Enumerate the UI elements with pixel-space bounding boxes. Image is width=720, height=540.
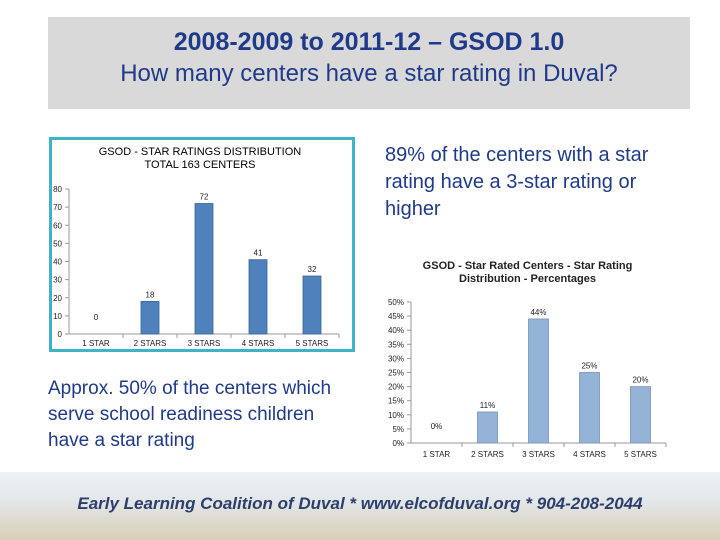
chart2-x-tick-label: 1 STAR (423, 450, 451, 459)
chart2-data-label: 25% (581, 362, 597, 371)
chart1-y-tick-label: 80 (53, 185, 62, 194)
chart1-y-tick-label: 10 (53, 312, 62, 321)
chart1-data-label: 32 (308, 265, 317, 274)
chart2-data-label: 44% (530, 308, 546, 317)
chart1-bar (140, 300, 160, 335)
chart2-y-tick-label: 5% (392, 425, 404, 434)
chart1-x-tick-label: 4 STARS (242, 339, 275, 348)
chart2-svg: 0% 5% 10% 15% 20% 25% 30% 35% 40% 45% 50% 0% 1 STAR 1… (388, 298, 667, 459)
chart2-y-tick-label: 0% (392, 439, 404, 448)
chart2-y-tick-label: 30% (388, 354, 404, 363)
page-title: 2008-2009 to 2011-12 – GSOD 1.0 (173, 28, 565, 56)
chart2-bar (528, 318, 549, 444)
chart1-y-tick-label: 70 (53, 203, 62, 212)
chart2-y-tick-label: 15% (388, 397, 404, 406)
chart1-bar (302, 275, 322, 335)
footer-text: Early Learning Coalition of Duval * www.… (77, 494, 643, 513)
chart1-y-tick-label: 60 (53, 221, 62, 230)
chart1-data-label: 72 (200, 193, 209, 202)
chart2-bar (630, 386, 651, 444)
chart1-data-label: 41 (254, 249, 263, 258)
chart2-y-tick-label: 50% (388, 298, 404, 307)
chart2-x-tick-label: 4 STARS (573, 450, 606, 459)
chart1-data-label: 18 (146, 290, 155, 299)
note-right: 89% of the centers with a star rating ha… (385, 144, 649, 220)
chart1-svg: 0 10 20 30 40 50 60 70 80 0 1 STAR 18 2 STARS 72 3 STA… (53, 185, 340, 348)
chart2-title: GSOD - Star Rated Centers - Star Rating … (422, 260, 633, 285)
chart2-y-tick-label: 40% (388, 326, 404, 335)
chart1-data-label: 0 (94, 313, 99, 322)
chart2-data-label: 0% (431, 422, 443, 431)
chart2-bar (579, 372, 600, 444)
chart1-title-line1: GSOD - STAR RATINGS DISTRIBUTION (98, 146, 302, 158)
note-left: Approx. 50% of the centers which serve s… (48, 378, 332, 451)
chart1-y-tick-label: 20 (53, 294, 62, 303)
chart2-y-tick-label: 45% (388, 312, 404, 321)
chart1-x-tick-label: 3 STARS (188, 339, 221, 348)
chart2-y-tick-label: 35% (388, 340, 404, 349)
chart1-y-tick-label: 40 (53, 258, 62, 267)
chart1-y-tick-label: 30 (53, 276, 62, 285)
title-banner: 2008-2009 to 2011-12 – GSOD 1.0 How many… (48, 17, 690, 109)
chart1-y-tick-label: 0 (58, 330, 63, 339)
chart2-y-tick-label: 10% (388, 411, 404, 420)
chart2-y-tick-label: 25% (388, 369, 404, 378)
chart1-x-tick-label: 1 STAR (82, 339, 110, 348)
chart2-data-label: 20% (632, 376, 648, 385)
chart1-title-line2: TOTAL 163 CENTERS (144, 159, 256, 171)
chart2-x-tick-label: 3 STARS (522, 450, 555, 459)
chart2-x-tick-label: 2 STARS (471, 450, 504, 459)
chart1-y-tick-label: 50 (53, 239, 62, 248)
chart1-x-tick-label: 2 STARS (134, 339, 167, 348)
chart1-title: GSOD - STAR RATINGS DISTRIBUTION TOTAL 1… (80, 146, 320, 172)
chart2-x-tick-label: 5 STARS (624, 450, 657, 459)
chart2-data-label: 11% (480, 401, 495, 410)
page-subtitle: How many centers have a star rating in D… (120, 60, 618, 87)
chart2-bar (477, 411, 498, 444)
footer-banner: Early Learning Coalition of Duval * www.… (0, 472, 720, 540)
chart2-y-tick-label: 20% (388, 383, 404, 392)
chart1-bar (248, 259, 268, 335)
chart1-x-tick-label: 5 STARS (296, 339, 329, 348)
chart1-bar (194, 203, 214, 335)
